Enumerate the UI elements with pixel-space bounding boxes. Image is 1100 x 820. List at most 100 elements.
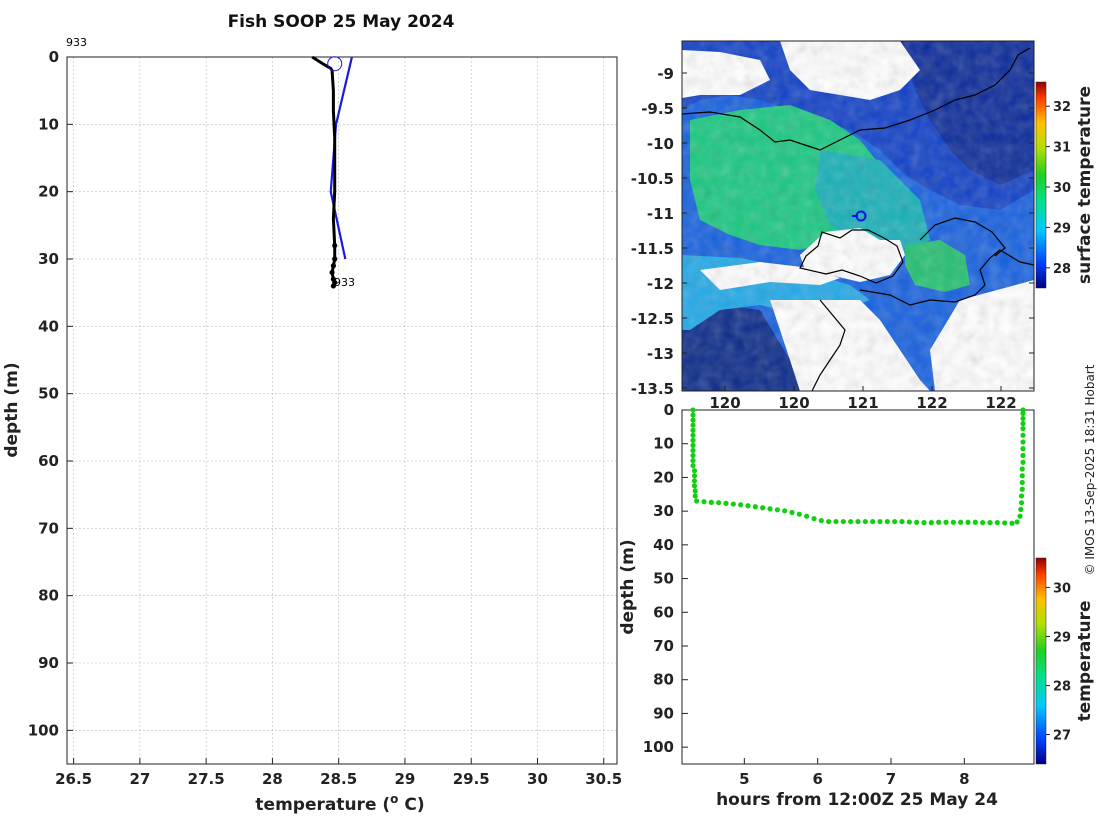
track-y-tick-label: 80 xyxy=(653,671,674,689)
sst-colorbar-ticks: 28 29 30 31 32 xyxy=(1046,100,1071,277)
track-point xyxy=(994,520,1000,526)
track-point xyxy=(1020,425,1026,432)
profile-y-axis-label: depth (m) xyxy=(2,362,22,457)
map-y-tick-label: -12 xyxy=(647,275,674,293)
track-point xyxy=(921,520,927,526)
map-y-tick-label: -11.5 xyxy=(631,240,674,258)
track-point xyxy=(848,518,854,525)
track-y-tick-label: 40 xyxy=(653,536,674,554)
track-point xyxy=(914,519,920,525)
map-y-ticks: -9 -9.5 -10 -10.5 -11 -11.5 -12 -12.5 -13 -13.5 xyxy=(631,65,1034,398)
track-x-ticks: 5 6 7 8 xyxy=(739,758,970,788)
track-x-tick-label: 7 xyxy=(886,770,896,788)
map-y-tick-label: -9.5 xyxy=(641,100,674,118)
track-point xyxy=(690,437,696,443)
map-y-tick-label: -10 xyxy=(647,135,674,153)
track-point xyxy=(1019,486,1025,492)
track-point xyxy=(906,519,912,525)
sst-colorbar-tick-label: 30 xyxy=(1053,181,1071,196)
track-y-tick-label: 100 xyxy=(643,738,674,756)
track-point xyxy=(862,518,868,525)
sst-colorbar-tick-label: 31 xyxy=(1053,141,1071,156)
track-point xyxy=(958,519,964,525)
track-point xyxy=(690,457,696,464)
map-y-tick-label: -9 xyxy=(657,65,674,83)
track-y-tick-label: 30 xyxy=(653,502,674,520)
track-point xyxy=(899,518,905,525)
track-y-tick-label: 60 xyxy=(653,603,674,621)
track-point xyxy=(789,509,795,516)
profile-y-tick-label: 70 xyxy=(38,519,59,537)
temperature-colorbar-label: temperature xyxy=(1075,600,1095,721)
map-y-tick-label: -11 xyxy=(647,205,674,223)
track-point xyxy=(691,473,698,479)
temperature-colorbar-tick-label: 28 xyxy=(1053,680,1071,695)
track-y-tick-label: 20 xyxy=(653,468,674,486)
track-point xyxy=(1014,519,1020,525)
profile-x-tick-label: 28.5 xyxy=(320,770,357,788)
map-coastline-mainland xyxy=(811,299,846,391)
track-point xyxy=(767,506,773,512)
map-x-tick-label: 120 xyxy=(709,394,740,412)
track-point xyxy=(972,519,978,525)
profile-x-tick-label: 26.5 xyxy=(55,770,92,788)
track-plot-area xyxy=(681,409,1035,765)
track-point xyxy=(690,432,696,438)
map-x-tick-label: 122 xyxy=(916,394,947,412)
track-point xyxy=(701,499,707,505)
track-point xyxy=(1020,459,1026,465)
track-point xyxy=(1019,479,1025,486)
track-point xyxy=(1020,415,1026,422)
track-point xyxy=(692,488,698,494)
fish-profile-point xyxy=(329,269,335,276)
map-y-tick-label: -10.5 xyxy=(631,170,674,188)
track-point xyxy=(1017,513,1023,519)
profile-y-ticks: 0 10 20 30 40 50 60 70 80 90 100 xyxy=(28,48,73,739)
track-point xyxy=(1002,520,1008,526)
map-x-tick-label: 121 xyxy=(847,394,878,412)
profile-y-tick-label: 30 xyxy=(38,250,59,268)
track-point xyxy=(1020,446,1026,452)
temperature-colorbar-ticks: 27 28 29 30 xyxy=(1046,581,1071,744)
track-point xyxy=(855,518,861,525)
track-point xyxy=(1020,452,1026,459)
track-point xyxy=(691,478,698,484)
track-point xyxy=(690,463,696,469)
track-point xyxy=(1020,407,1026,413)
profile-y-tick-label: 40 xyxy=(38,317,59,335)
track-point xyxy=(1020,439,1026,445)
profile-y-tick-label: 90 xyxy=(38,654,59,672)
track-point xyxy=(1009,520,1015,526)
track-point xyxy=(1019,466,1025,472)
track-point xyxy=(774,507,780,513)
track-point xyxy=(690,452,696,459)
profile-y-tick-label: 80 xyxy=(38,587,59,605)
profile-x-tick-label: 28 xyxy=(262,770,283,788)
track-point xyxy=(950,519,956,525)
track-point xyxy=(692,493,698,499)
profile-y-tick-label: 100 xyxy=(28,721,59,739)
temperature-colorbar-tick-label: 27 xyxy=(1053,729,1071,744)
profile-plot-area xyxy=(66,56,618,765)
map-y-tick-label: -12.5 xyxy=(631,310,674,328)
profile-y-tick-label: 0 xyxy=(49,48,59,66)
profile-y-tick-label: 50 xyxy=(38,385,59,403)
track-point xyxy=(738,502,744,508)
fish-profile-point xyxy=(332,256,338,262)
imos-credit: © IMOS 13-Sep-2025 18:31 Hobart xyxy=(1083,364,1097,575)
profile-y-tick-label: 10 xyxy=(38,115,59,133)
track-x-tick-label: 8 xyxy=(959,770,969,788)
track-point xyxy=(752,504,758,510)
track-point xyxy=(826,518,832,525)
profile-id-top-label: 933 xyxy=(66,36,87,49)
track-point xyxy=(818,517,824,524)
track-point xyxy=(1018,493,1025,499)
profile-y-tick-label: 60 xyxy=(38,452,59,470)
track-x-tick-label: 5 xyxy=(739,770,749,788)
fish-profile-point xyxy=(332,242,338,249)
track-x-tick-label: 6 xyxy=(812,770,822,788)
sst-colorbar xyxy=(1035,81,1047,289)
profile-id-bottom-label: 933 xyxy=(334,276,355,289)
track-y-ticks: 0 10 20 30 40 50 60 70 80 90 100 xyxy=(643,401,688,756)
sst-colorbar-tick-label: 29 xyxy=(1053,221,1071,236)
